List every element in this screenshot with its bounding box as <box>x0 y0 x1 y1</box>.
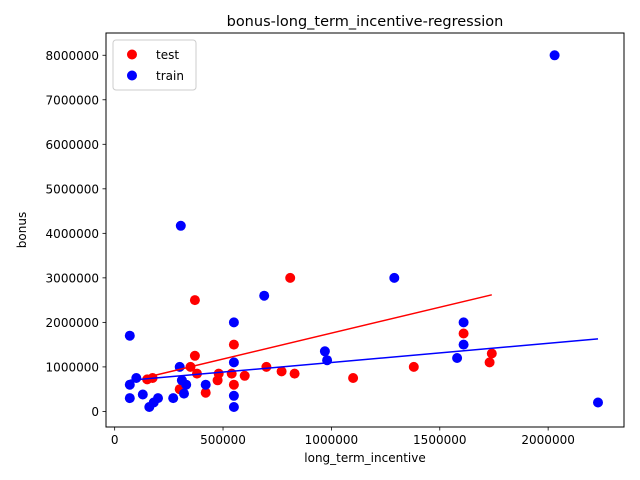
point-train <box>458 339 469 350</box>
y-axis-label: bonus <box>15 212 29 248</box>
y-tick-label: 0 <box>91 405 99 419</box>
point-test <box>484 357 495 368</box>
point-test <box>285 272 296 283</box>
point-train <box>389 272 400 283</box>
point-train <box>137 389 148 400</box>
x-tick-label: 500000 <box>200 433 246 447</box>
chart-title: bonus-long_term_incentive-regression <box>227 14 504 30</box>
point-train <box>153 393 163 404</box>
point-train <box>452 353 463 363</box>
point-test <box>486 348 497 359</box>
regression-line-test <box>147 294 492 378</box>
point-train <box>131 373 142 383</box>
point-train <box>228 317 239 328</box>
y-axis: 0 1000000 2000000 3000000 4000000 5000000 6000… <box>46 49 106 419</box>
point-train <box>228 390 239 401</box>
plot-area <box>124 50 603 412</box>
y-tick-label: 8000000 <box>46 49 99 63</box>
point-test <box>261 361 272 372</box>
point-test <box>189 350 200 361</box>
plot-frame <box>105 32 625 428</box>
point-test <box>276 366 287 377</box>
point-train <box>200 379 211 390</box>
y-tick-label: 2000000 <box>46 316 99 330</box>
point-test <box>408 361 419 372</box>
point-train <box>228 402 239 412</box>
legend-label-train: train <box>156 69 184 83</box>
legend: test train <box>112 39 197 91</box>
x-tick-label: 1000000 <box>305 433 358 447</box>
point-test <box>239 370 250 381</box>
point-train <box>319 346 330 357</box>
point-train <box>179 388 189 399</box>
regression-line-train <box>129 338 599 382</box>
point-train <box>168 393 179 404</box>
y-tick-label: 3000000 <box>46 271 99 285</box>
point-test <box>200 387 211 398</box>
point-train <box>124 393 135 404</box>
point-train <box>593 397 603 408</box>
x-tick-label: 1500000 <box>413 433 466 447</box>
x-tick-label: 0 <box>111 433 119 447</box>
point-test <box>289 368 300 379</box>
point-train <box>228 357 239 368</box>
legend-marker-train <box>127 70 137 81</box>
y-tick-label: 4000000 <box>46 227 99 241</box>
legend-marker-test <box>127 49 137 60</box>
point-test <box>226 368 237 379</box>
y-tick-label: 7000000 <box>46 93 99 107</box>
point-train <box>181 379 192 390</box>
point-test <box>348 373 359 383</box>
point-test <box>189 295 200 306</box>
point-train <box>124 330 135 341</box>
y-tick-label: 1000000 <box>46 360 99 374</box>
point-test <box>228 339 239 350</box>
x-axis-label: long_term_incentive <box>304 451 425 465</box>
y-tick-label: 5000000 <box>46 182 99 196</box>
point-test <box>213 368 224 379</box>
point-train <box>458 317 469 328</box>
x-tick-label: 2000000 <box>521 433 574 447</box>
point-test <box>458 328 469 339</box>
point-test <box>192 368 202 379</box>
point-train <box>549 50 560 61</box>
point-train <box>259 290 270 301</box>
y-tick-label: 6000000 <box>46 138 99 152</box>
point-train <box>124 379 135 390</box>
point-test <box>228 379 239 390</box>
legend-label-test: test <box>156 48 179 62</box>
x-axis: 0 500000 1000000 1500000 2000000 <box>111 427 575 447</box>
point-train <box>175 220 186 231</box>
